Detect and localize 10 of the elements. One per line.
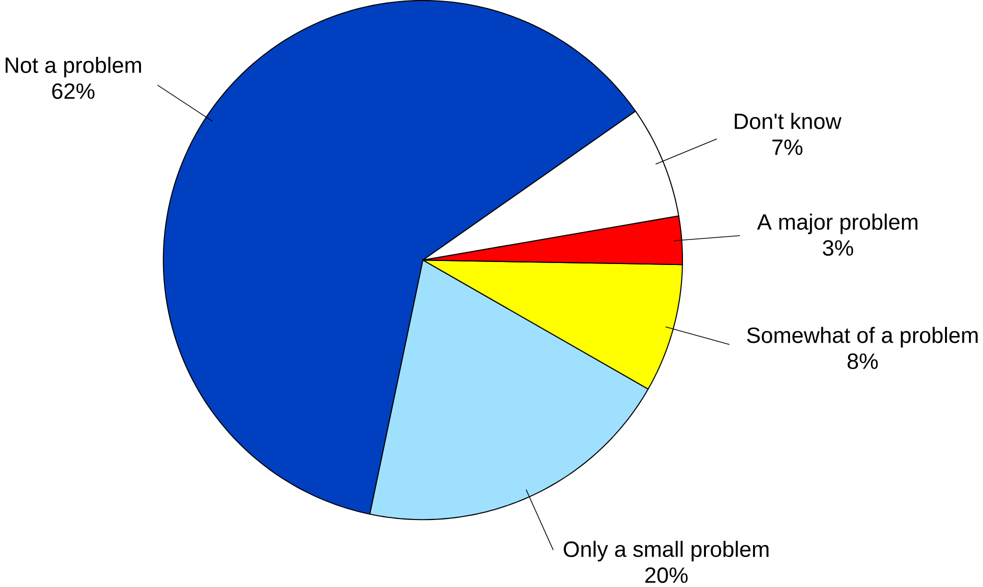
data-label: 7% — [772, 140, 802, 156]
slice-label: Don't know — [734, 112, 842, 130]
slice-label: Not a problem — [6, 56, 141, 78]
slice-label: A major problem — [757, 214, 918, 234]
data-label: 8% — [848, 353, 878, 370]
data-label: 62% — [52, 83, 94, 100]
slice-label: Somewhat of a problem — [747, 326, 978, 348]
data-label: 20% — [645, 567, 688, 584]
slice-label: Only a small problem — [564, 540, 768, 562]
data-label: 3% — [822, 240, 854, 256]
